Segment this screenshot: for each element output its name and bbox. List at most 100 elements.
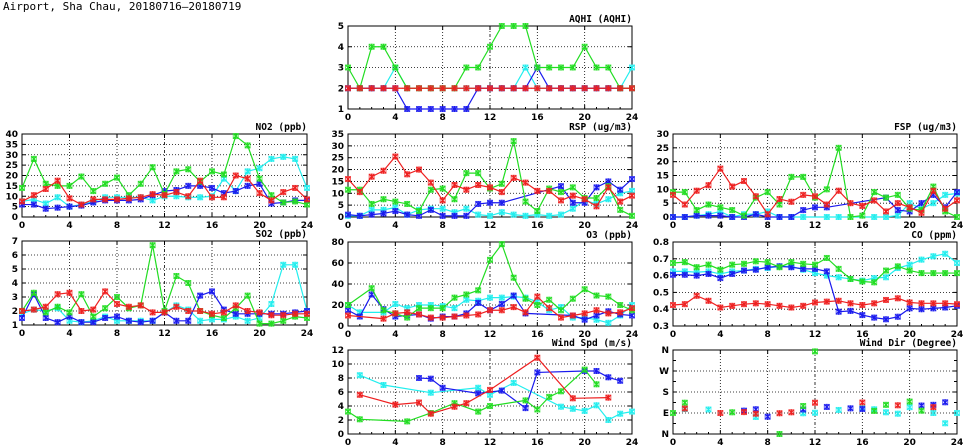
xtick-label: 0 [670, 330, 676, 340]
data-point [752, 258, 759, 265]
data-point [717, 304, 724, 311]
data-point [149, 242, 156, 249]
xtick-label: 20 [578, 438, 591, 447]
ytick-label: 8 [338, 374, 344, 384]
data-point [368, 285, 375, 292]
data-point [66, 289, 73, 296]
marker-star [546, 85, 553, 92]
data-point [510, 174, 517, 181]
data-point [823, 268, 830, 275]
data-point [487, 386, 493, 393]
marker-star [487, 386, 493, 393]
data-point [705, 201, 712, 208]
marker-star [439, 197, 446, 204]
data-point [871, 407, 878, 414]
marker-star [356, 189, 363, 196]
marker-star [42, 315, 49, 321]
marker-star [54, 319, 61, 326]
marker-star [741, 212, 747, 219]
marker-star [149, 197, 156, 204]
marker-star [812, 299, 818, 306]
data-point [871, 314, 878, 321]
data-point [681, 259, 688, 266]
marker-star [42, 309, 49, 316]
marker-star [232, 133, 239, 140]
data-point [451, 85, 458, 92]
marker-star [345, 408, 351, 415]
data-point [498, 241, 505, 248]
marker-star [392, 310, 399, 317]
marker-star [475, 311, 482, 318]
data-point [173, 189, 180, 196]
data-point [439, 197, 446, 204]
marker-star [475, 408, 482, 415]
data-point [954, 301, 960, 308]
data-point [439, 106, 446, 112]
data-point [705, 182, 712, 189]
marker-star [835, 274, 842, 281]
ytick-label: 4 [12, 279, 18, 289]
xtick-label: 0 [345, 438, 351, 447]
data-point [894, 191, 901, 198]
marker-star [954, 260, 960, 266]
data-point [871, 189, 878, 196]
xtick-label: 0 [670, 221, 676, 231]
data-point [292, 198, 299, 205]
data-point [617, 186, 624, 193]
marker-star [681, 405, 688, 412]
data-point [800, 403, 807, 409]
data-point [894, 402, 901, 409]
data-point [292, 155, 299, 162]
data-point [812, 399, 818, 406]
ytick-label: 15 [331, 177, 344, 187]
marker-star [416, 85, 422, 92]
data-point [416, 305, 422, 312]
data-point [114, 301, 120, 307]
marker-star [823, 268, 830, 275]
data-point [392, 208, 399, 215]
data-point [954, 214, 960, 220]
marker-star [90, 313, 97, 320]
marker-star [416, 399, 422, 406]
data-point [605, 310, 612, 317]
marker-star [918, 306, 925, 313]
series-cyan [681, 404, 960, 427]
marker-star [906, 398, 913, 405]
data-point [498, 189, 505, 196]
marker-star [439, 314, 446, 321]
data-point [102, 196, 109, 203]
marker-star [522, 309, 529, 316]
data-point [209, 288, 215, 295]
marker-star [942, 420, 949, 427]
marker-star [463, 291, 470, 298]
data-point [345, 211, 351, 218]
marker-star [859, 399, 866, 406]
data-point [522, 179, 529, 186]
marker-star [404, 200, 411, 207]
data-point [894, 410, 901, 417]
marker-star [741, 260, 747, 267]
data-point [835, 187, 842, 194]
data-point [392, 85, 399, 92]
data-point [812, 348, 818, 355]
panel-title: CO (ppm) [911, 230, 957, 241]
marker-star [906, 305, 913, 312]
xtick-label: 24 [626, 438, 639, 447]
data-point [487, 85, 493, 92]
xtick-label: 4 [392, 221, 398, 231]
marker-star [581, 196, 588, 203]
marker-star [54, 204, 61, 211]
data-point [66, 309, 73, 316]
marker-star [918, 407, 925, 414]
data-point [522, 85, 529, 92]
data-point [954, 189, 960, 196]
data-point [741, 212, 747, 219]
data-point [90, 196, 97, 203]
data-point [717, 275, 724, 282]
marker-star [280, 261, 287, 268]
xtick-label: 12 [484, 438, 497, 447]
marker-star [380, 210, 387, 217]
data-point [125, 303, 132, 310]
data-point [280, 312, 287, 319]
xtick-label: 8 [440, 221, 446, 231]
